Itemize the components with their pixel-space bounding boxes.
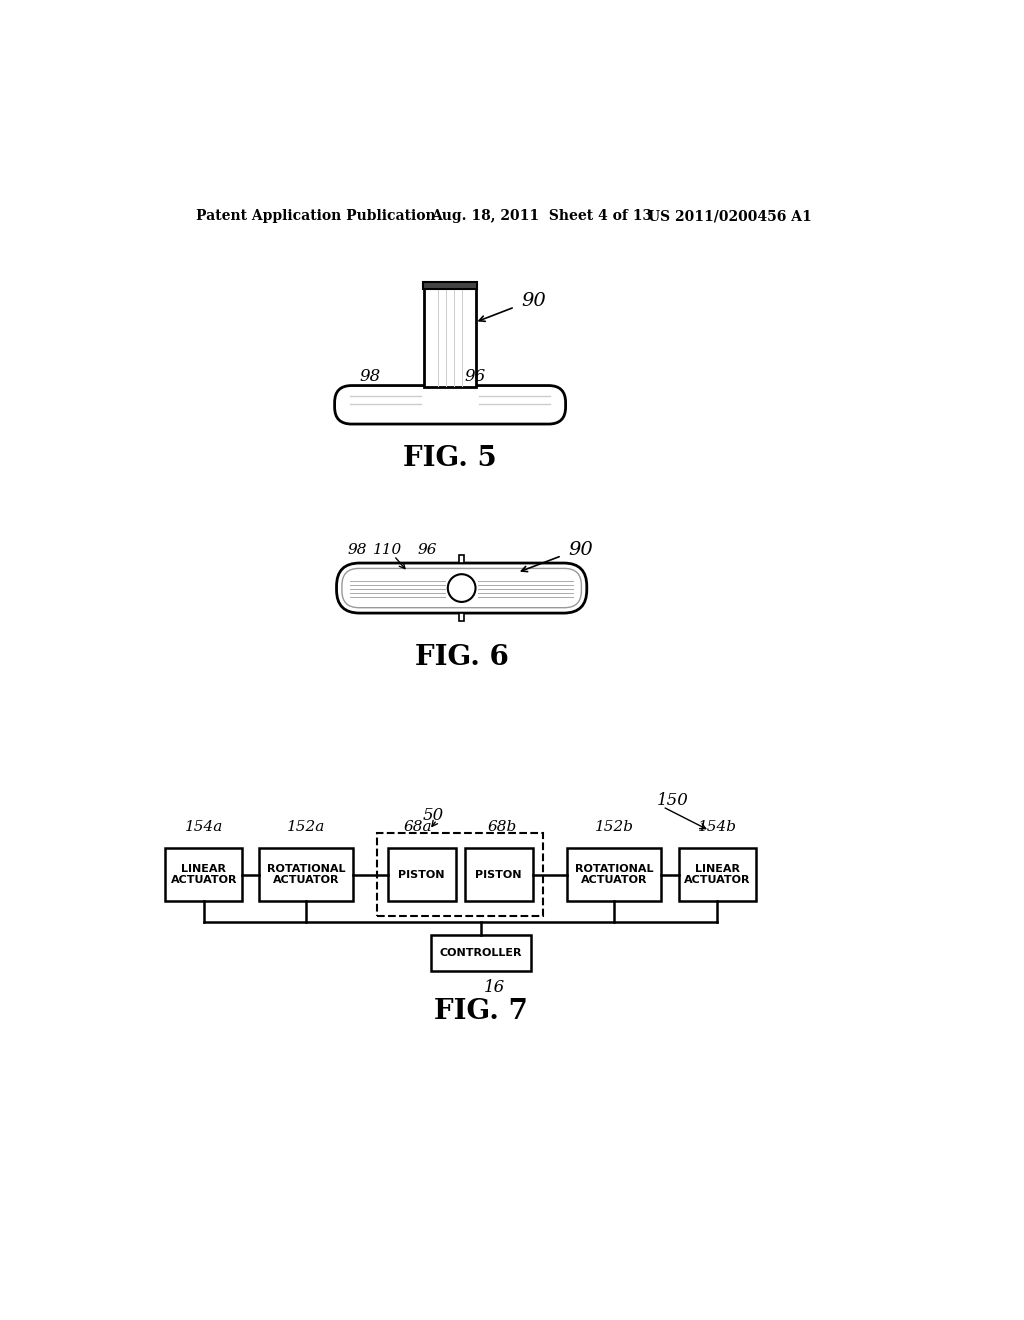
Bar [424,281,476,387]
Text: 152b: 152b [595,820,634,834]
Bar [567,849,662,900]
Bar [377,833,544,916]
Bar [679,849,756,900]
Text: 90: 90 [568,541,593,558]
Text: CONTROLLER: CONTROLLER [439,948,522,958]
Text: ACTUATOR: ACTUATOR [272,875,339,884]
Circle shape [447,574,475,602]
Text: ROTATIONAL: ROTATIONAL [574,865,653,874]
Text: 68b: 68b [487,820,517,834]
Text: 16: 16 [484,979,505,997]
Bar [259,849,353,900]
Text: 90: 90 [521,292,546,310]
Text: US 2011/0200456 A1: US 2011/0200456 A1 [648,209,812,223]
Bar [459,556,464,564]
Text: PISTON: PISTON [475,870,522,879]
Text: Aug. 18, 2011  Sheet 4 of 13: Aug. 18, 2011 Sheet 4 of 13 [431,209,652,223]
Text: 68a: 68a [403,820,432,834]
Text: FIG. 5: FIG. 5 [403,445,497,473]
Bar [465,849,532,900]
Text: 110: 110 [373,543,402,557]
Text: 98: 98 [348,543,368,557]
FancyBboxPatch shape [335,385,565,424]
Text: 152a: 152a [287,820,326,834]
Text: Patent Application Publication: Patent Application Publication [196,209,435,223]
Text: FIG. 6: FIG. 6 [415,644,509,671]
FancyBboxPatch shape [342,569,582,607]
Text: ACTUATOR: ACTUATOR [581,875,647,884]
Text: 50: 50 [423,808,443,825]
Text: 150: 150 [656,792,688,809]
Text: 154b: 154b [697,820,737,834]
Bar [423,281,477,289]
Text: ACTUATOR: ACTUATOR [170,875,237,884]
Text: ACTUATOR: ACTUATOR [684,875,751,884]
Text: 96: 96 [417,543,436,557]
Text: PISTON: PISTON [398,870,444,879]
Text: 96: 96 [464,368,485,385]
Bar [431,936,531,970]
Text: LINEAR: LINEAR [181,865,226,874]
Text: LINEAR: LINEAR [695,865,739,874]
Text: ROTATIONAL: ROTATIONAL [267,865,345,874]
Bar [165,849,243,900]
Text: 98: 98 [359,368,381,385]
Bar [459,612,464,620]
Text: 154a: 154a [184,820,223,834]
Bar [388,849,456,900]
Text: FIG. 7: FIG. 7 [434,998,527,1026]
FancyBboxPatch shape [337,564,587,612]
